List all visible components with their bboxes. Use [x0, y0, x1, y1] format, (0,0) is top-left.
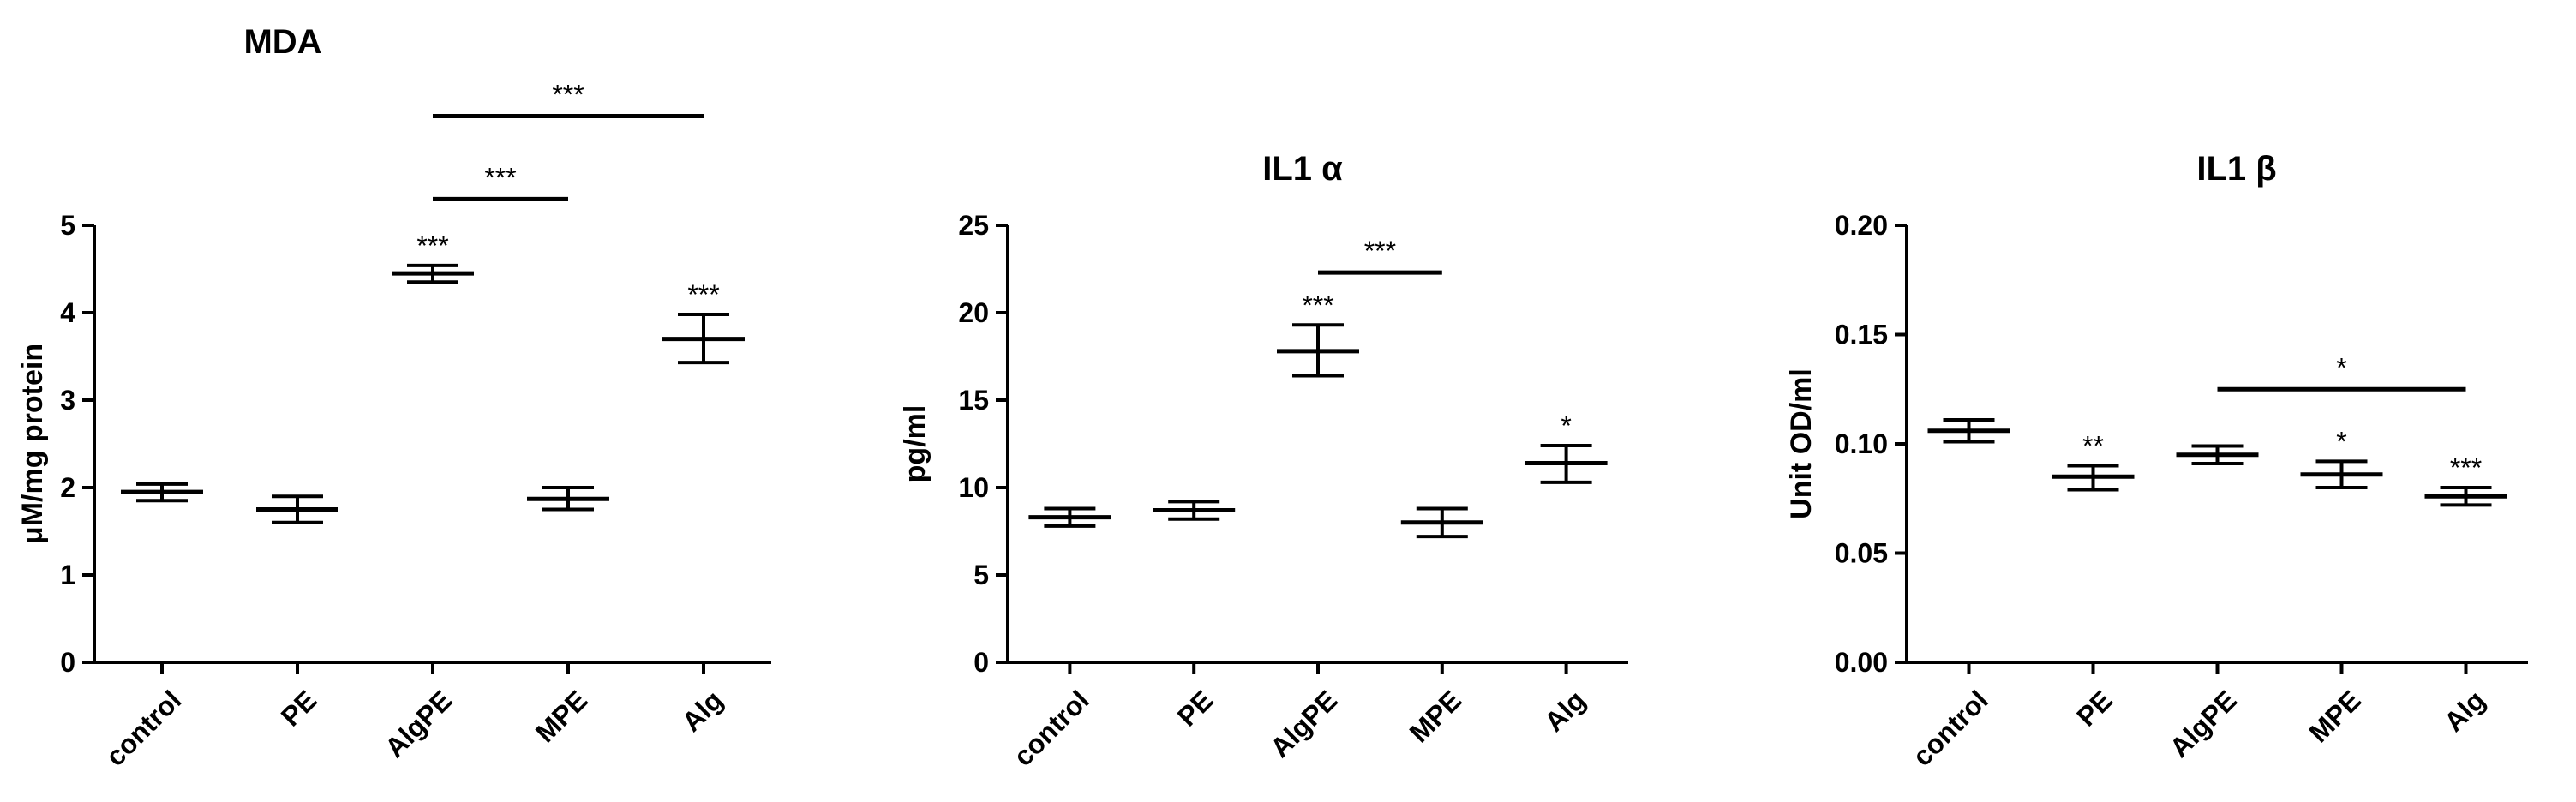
x-tick-label-algpe: AlgPE: [2164, 685, 2243, 763]
y-tick-label: 0.05: [1835, 538, 1888, 569]
x-tick-label-alg: Alg: [675, 685, 728, 738]
x-tick-label-mpe: MPE: [2303, 685, 2366, 748]
y-tick-label: 5: [60, 210, 75, 241]
significance-label: ***: [687, 279, 719, 310]
x-tick-label-control: control: [1907, 685, 1994, 772]
error-bar-control: [121, 482, 203, 503]
significance-label: ***: [2450, 452, 2482, 483]
error-bar-mpe: [527, 486, 609, 512]
bracket-significance-label: ***: [1364, 236, 1396, 266]
bracket-significance-label: ***: [552, 80, 584, 111]
chart-title: IL1 α: [1262, 150, 1343, 188]
x-tick-label-control: control: [1008, 685, 1095, 772]
significance-label: **: [2082, 431, 2104, 462]
x-tick-label-control: control: [99, 685, 187, 772]
y-tick-label: 20: [958, 297, 989, 328]
error-bar-mpe: [2300, 459, 2383, 489]
error-bar-alg: [1525, 444, 1608, 484]
chart-panel-1: MDA μM/mg protein 0 1 2 3 4 5 control PE AlgPE MPE A…: [16, 23, 771, 772]
error-bar-control: [1927, 417, 2010, 444]
x-tick-label-algpe: AlgPE: [1264, 685, 1343, 763]
significance-label: ***: [416, 230, 448, 261]
error-bar-mpe: [1400, 506, 1483, 539]
bracket-significance-label: ***: [484, 162, 516, 193]
y-tick-label: 0: [60, 647, 75, 678]
y-tick-label: 25: [958, 210, 989, 241]
y-tick-label: 2: [60, 472, 75, 503]
y-axis-label: Unit OD/ml: [1785, 368, 1818, 519]
error-bar-alg: [2424, 486, 2507, 507]
y-tick-label: 0.10: [1835, 428, 1888, 459]
y-tick-label: 4: [60, 297, 75, 328]
significance-label: ***: [1302, 290, 1333, 320]
y-tick-label: 1: [60, 560, 75, 590]
chart-title: MDA: [243, 23, 321, 61]
y-tick-label: 0.20: [1835, 210, 1888, 241]
error-bar-pe: [256, 494, 338, 524]
error-bar-alg: [662, 313, 745, 365]
y-tick-label: 5: [973, 560, 989, 590]
error-bar-control: [1028, 506, 1111, 528]
error-bar-algpe: [392, 263, 474, 284]
y-tick-label: 0.00: [1835, 647, 1888, 678]
x-tick-label-alg: Alg: [1538, 685, 1591, 738]
x-tick-label-algpe: AlgPE: [379, 685, 458, 763]
error-bar-pe: [2052, 464, 2135, 492]
y-tick-label: 15: [958, 385, 989, 416]
chart-title: IL1 β: [2196, 150, 2276, 188]
error-bar-pe: [1153, 500, 1236, 521]
significance-label: *: [2336, 426, 2346, 457]
x-tick-label-mpe: MPE: [1404, 685, 1467, 748]
bracket-significance-label: *: [2336, 352, 2346, 383]
y-tick-label: 0: [973, 647, 989, 678]
significance-label: *: [1561, 410, 1571, 441]
y-tick-label: 3: [60, 385, 75, 416]
y-axis-label: μM/mg protein: [16, 344, 49, 544]
error-bar-algpe: [1277, 323, 1359, 378]
x-tick-label-pe: PE: [1171, 685, 1219, 733]
y-tick-label: 0.15: [1835, 320, 1888, 350]
y-axis-label: pg/ml: [899, 405, 932, 483]
x-tick-label-mpe: MPE: [530, 685, 593, 748]
chart-panel-3: IL1 β Unit OD/ml 0.00 0.05 0.10 0.15 0.20 contr…: [1785, 150, 2528, 772]
y-tick-label: 10: [958, 472, 989, 503]
chart-panel-2: IL1 α pg/ml 0 5 10 15 20 25 control PE AlgPE MPE Alg…: [899, 150, 1628, 772]
error-bar-algpe: [2176, 444, 2259, 465]
x-tick-label-pe: PE: [2070, 685, 2118, 733]
x-tick-label-pe: PE: [275, 685, 323, 733]
x-tick-label-alg: Alg: [2438, 685, 2491, 738]
